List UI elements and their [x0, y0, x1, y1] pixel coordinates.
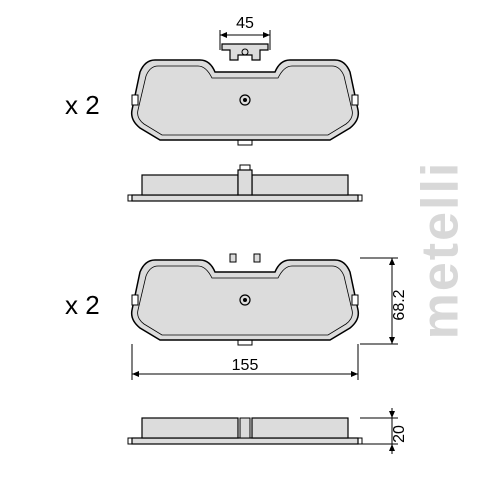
dim-top-width-value: 45 — [236, 15, 254, 32]
dim-height-value: 68.2 — [391, 289, 408, 320]
brake-pad-top — [132, 44, 359, 145]
dimension-height: 68.2 — [360, 258, 408, 344]
brake-pad-side-1 — [128, 165, 362, 201]
brake-pad-bottom — [132, 254, 359, 345]
dimension-thickness: 20 — [360, 408, 408, 454]
dim-width-value: 155 — [232, 357, 259, 374]
watermark-brand: metelli — [411, 161, 471, 340]
dim-thickness-value: 20 — [391, 425, 408, 443]
brake-pad-side-2 — [128, 418, 362, 444]
dimension-width: 155 — [132, 344, 358, 380]
